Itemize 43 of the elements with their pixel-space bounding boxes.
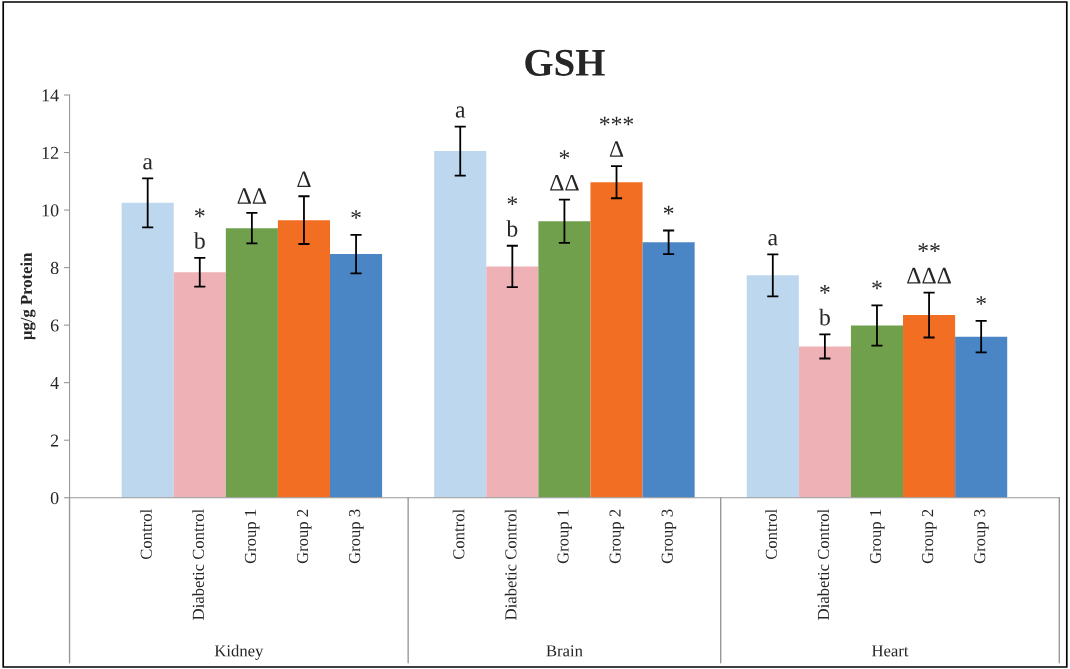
x-tick-label: Diabetic Control — [817, 509, 830, 620]
data-label: * — [351, 210, 361, 219]
x-tick-label: Group 2 — [609, 509, 625, 564]
x-tick-label: Group 2 — [296, 509, 312, 564]
x-tick-label: Diabetic Control — [192, 509, 204, 620]
text: Kidney — [214, 644, 264, 660]
data-label: a — [143, 158, 153, 170]
y-tick-label: 2 — [50, 434, 59, 447]
x-tick-label: Group 3 — [974, 509, 989, 564]
x-tick-label: Control — [765, 509, 777, 560]
data-label: * ΔΔ — [550, 150, 579, 191]
y-tick-label: 10 — [42, 204, 59, 217]
x-tick-label: Diabetic Control — [504, 509, 517, 620]
x-tick-label: Group 2 — [922, 509, 937, 564]
x-tick-label: Control — [452, 509, 465, 560]
y-tick-label: 0 — [50, 491, 59, 505]
x-tick-label: Control — [140, 509, 152, 560]
data-label: Δ — [297, 171, 311, 188]
y-tick-label: 6 — [50, 319, 59, 332]
data-label: *** Δ — [599, 116, 634, 157]
x-tick-label: Group 1 — [244, 509, 260, 564]
data-label: * b — [506, 196, 518, 237]
y-axis-title: µg/g Protein — [20, 252, 36, 340]
x-tick-label: Group 1 — [869, 509, 885, 564]
data-label: * b — [818, 284, 830, 326]
chart-title: GSH — [525, 49, 605, 76]
x-tick-label: Group 3 — [661, 509, 677, 564]
y-tick-label: 14 — [42, 89, 59, 102]
data-label: * b — [193, 208, 205, 249]
y-tick-label: 4 — [50, 377, 59, 389]
data-label: a — [455, 106, 466, 118]
data-label: * — [872, 280, 882, 290]
x-tick-label: Group 1 — [557, 509, 572, 564]
data-label: * — [976, 296, 986, 305]
y-tick-label: 8 — [50, 261, 59, 275]
data-label: ΔΔ — [237, 188, 267, 204]
y-tick-label: 12 — [42, 146, 59, 159]
text: Brain — [546, 645, 583, 657]
x-tick-label: Group 3 — [349, 509, 364, 564]
data-label: a — [768, 234, 778, 246]
data-label: * — [663, 205, 674, 215]
text: Heart — [871, 645, 909, 657]
data-label: ** ΔΔΔ — [907, 243, 951, 284]
